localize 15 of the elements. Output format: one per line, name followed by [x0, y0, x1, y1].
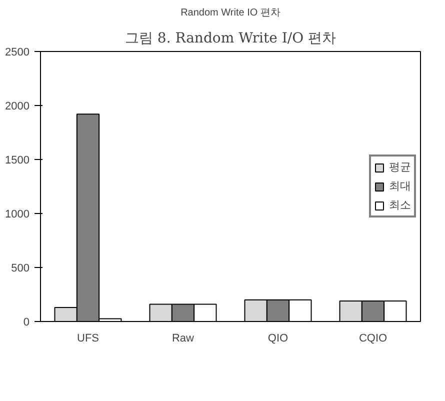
y-tick-label: 2000 — [5, 100, 30, 112]
legend-label: 최소 — [389, 198, 411, 212]
x-tick-label: Raw — [172, 332, 194, 344]
y-tick-label: 1500 — [5, 154, 30, 166]
legend-label: 최대 — [389, 178, 411, 194]
y-tick-label: 500 — [11, 262, 30, 274]
y-tick-label: 1000 — [5, 208, 30, 220]
x-tick-label: QIO — [268, 332, 289, 344]
legend-label: 평균 — [389, 160, 411, 174]
x-tick-label: UFS — [77, 332, 99, 344]
y-tick-label: 0 — [23, 316, 30, 328]
x-tick-label: CQIO — [358, 332, 388, 344]
chart-subtitle: 그림 8. Random Write I/O 편차 — [124, 30, 336, 46]
y-tick-label: 2500 — [5, 46, 30, 58]
chart-title: Random Write IO 편차 — [180, 8, 280, 18]
